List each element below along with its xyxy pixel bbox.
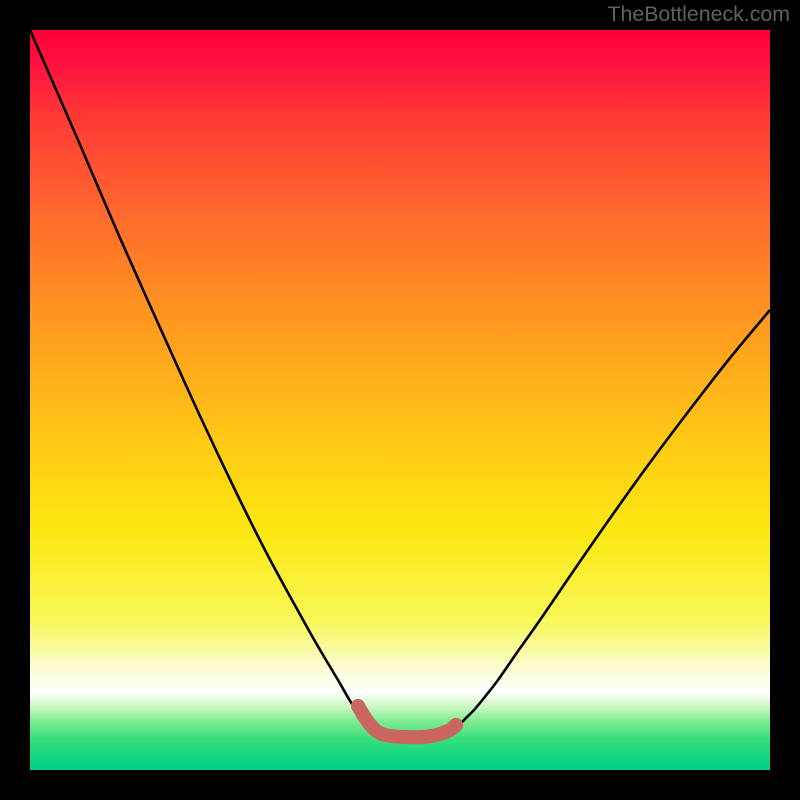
bottleneck-chart-svg xyxy=(0,0,800,800)
plot-area xyxy=(30,30,770,770)
optimal-region-right-dot xyxy=(449,718,463,732)
optimal-region-left-dot xyxy=(351,699,365,713)
gradient-background xyxy=(30,30,770,770)
chart-stage: TheBottleneck.com xyxy=(0,0,800,800)
